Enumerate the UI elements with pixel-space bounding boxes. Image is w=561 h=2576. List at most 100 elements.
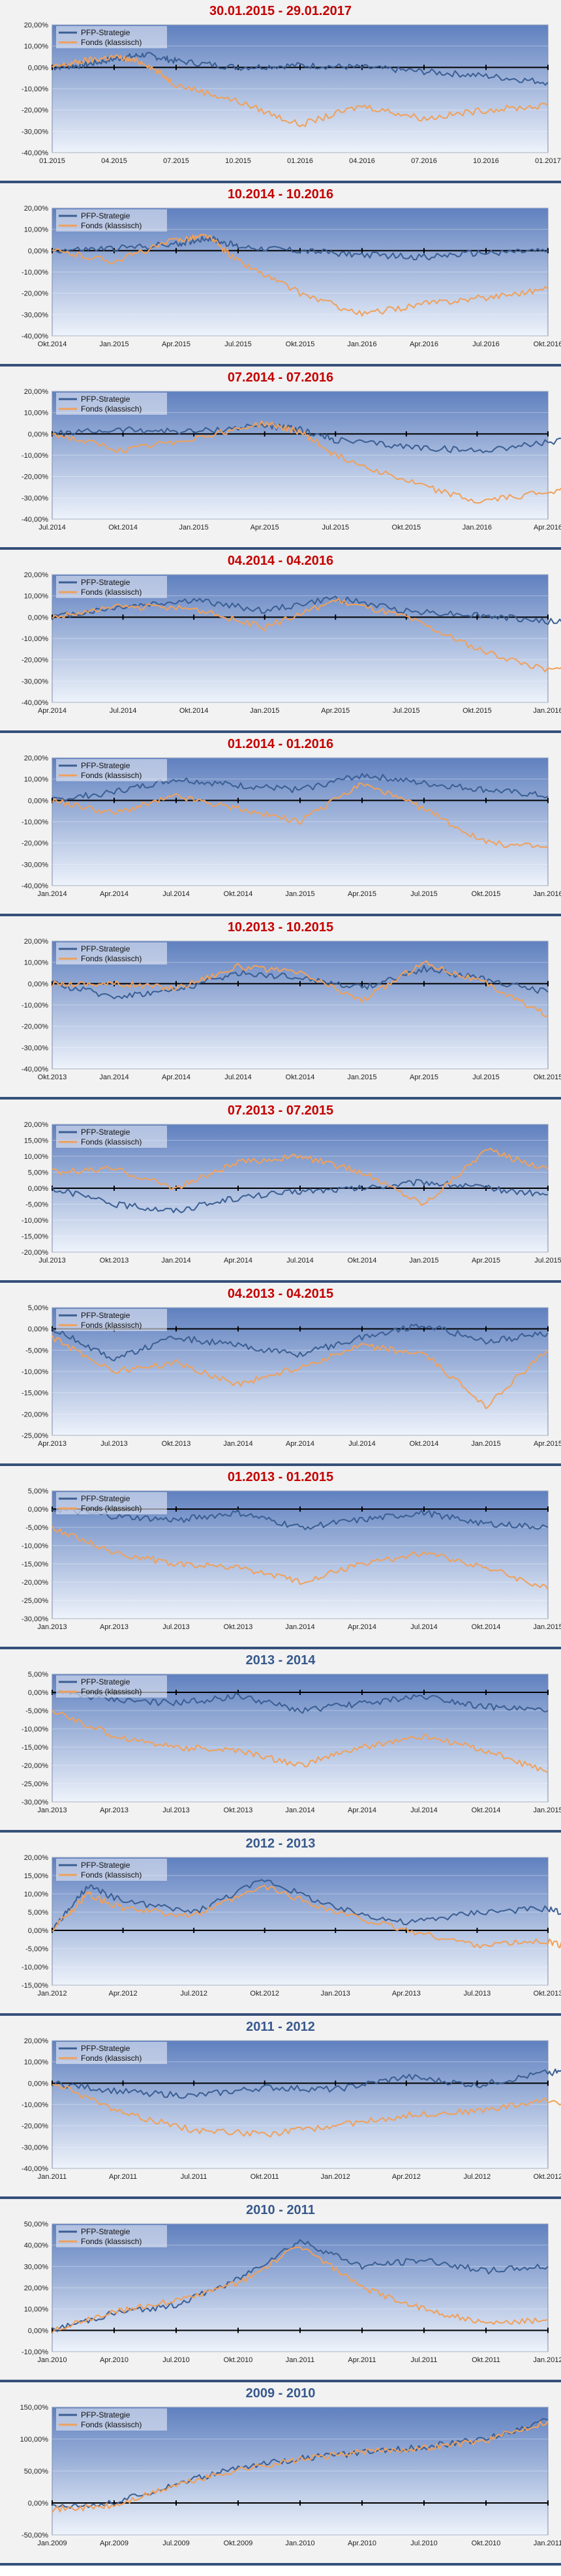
legend [56, 26, 167, 48]
x-tick-label: Jan.2009 [37, 2539, 67, 2547]
chart-title: 07.2013 - 07.2015 [227, 1103, 334, 1118]
chart-title: 10.2013 - 10.2015 [227, 920, 334, 935]
x-tick-label: Okt.2013 [224, 1623, 253, 1631]
x-tick-label: 07.2015 [163, 157, 189, 165]
x-tick-label: Okt.2014 [410, 1440, 439, 1448]
series-line-fonds [52, 233, 549, 317]
x-tick-label: Apr.2016 [534, 524, 561, 532]
y-tick-label: -40,00% [22, 1066, 48, 1073]
series-line-pfp-strategie [52, 1179, 549, 1214]
y-tick-label: -30,00% [22, 1615, 48, 1623]
y-tick-label: -40,00% [22, 2165, 48, 2173]
y-tick-label: -10,00% [22, 1368, 48, 1376]
line-chart: 20,00% 10,00% 0,00% -10,00% -20,00% -30,00% -4… [22, 938, 561, 1081]
x-tick-label: Jan.2010 [285, 2539, 314, 2547]
y-tick-label: -15,00% [22, 1744, 48, 1752]
x-tick-label: Apr.2015 [250, 524, 279, 532]
y-tick-label: 20,00% [24, 1854, 49, 1862]
y-tick-label: 50,00% [24, 2221, 49, 2228]
y-tick-label: -20,00% [22, 1249, 48, 1257]
x-tick-label: Okt.2015 [472, 890, 501, 898]
x-tick-label: Apr.2016 [410, 340, 438, 348]
x-tick-label: Jan.2016 [533, 707, 561, 715]
series-line-fonds [52, 1710, 549, 1774]
y-tick-label: 0,00% [28, 614, 48, 622]
x-tick-label: Jan.2015 [99, 340, 129, 348]
x-tick-label: Jul.2012 [464, 2173, 491, 2181]
legend [56, 942, 167, 965]
x-tick-label: Apr.2013 [100, 1806, 129, 1814]
series-line-pfp-strategie [52, 2068, 561, 2099]
chart-panel: 10.2014 - 10.2016 20,00% 10,00% 0,00% -10,00… [0, 183, 561, 367]
series-line-pfp-strategie [52, 423, 561, 453]
legend-label: PFP-Strategie [81, 1861, 130, 1870]
legend [56, 393, 167, 415]
x-tick-label: Okt.2015 [392, 524, 421, 532]
y-tick-label: 40,00% [24, 2242, 49, 2250]
y-tick-label: -25,00% [22, 1597, 48, 1605]
x-tick-label: Jul.2013 [100, 1440, 128, 1448]
y-tick-label: -10,00% [22, 452, 48, 460]
y-tick-label: -30,00% [22, 494, 48, 502]
x-tick-label: Jul.2013 [38, 1257, 66, 1265]
y-tick-label: 100,00% [20, 2436, 49, 2444]
y-tick-label: 10,00% [24, 2306, 49, 2314]
x-tick-label: Jan.2014 [99, 1073, 129, 1081]
legend-label: Fonds (klassisch) [81, 1687, 142, 1696]
y-tick-label: 30,00% [24, 2263, 49, 2271]
y-tick-label: 0,00% [28, 430, 48, 438]
legend-label: Fonds (klassisch) [81, 221, 142, 230]
y-tick-label: -10,00% [22, 2348, 48, 2356]
x-tick-label: Apr.2014 [348, 1623, 376, 1631]
chart-panel: 04.2013 - 04.2015 5,00% 0,00% -5,00% -10,00%… [0, 1283, 561, 1466]
y-tick-label: -20,00% [22, 107, 48, 115]
y-tick-label: 0,00% [28, 980, 48, 988]
chart-title: 2013 - 2014 [245, 1653, 316, 1668]
x-tick-label: Okt.2009 [224, 2539, 253, 2547]
y-tick-label: 15,00% [24, 1872, 49, 1880]
series-line-fonds [52, 2084, 561, 2138]
y-tick-label: -20,00% [22, 840, 48, 848]
legend-label: Fonds (klassisch) [81, 954, 142, 963]
chart-panel: 01.2014 - 01.2016 20,00% 10,00% 0,00% -10,00… [0, 733, 561, 916]
series-line-pfp-strategie [52, 1508, 549, 1531]
y-tick-label: 0,00% [28, 1185, 48, 1193]
x-tick-label: Okt.2014 [224, 890, 253, 898]
y-tick-label: -10,00% [22, 1964, 48, 1971]
legend-label: Fonds (klassisch) [81, 1870, 142, 1880]
x-tick-label: Apr.2009 [100, 2539, 129, 2547]
x-tick-label: Okt.2014 [286, 1073, 315, 1081]
y-tick-label: -40,00% [22, 333, 48, 340]
y-tick-label: -20,00% [22, 473, 48, 481]
x-tick-label: Jan.2012 [321, 2173, 350, 2181]
legend-label: PFP-Strategie [81, 28, 130, 37]
legend-label: PFP-Strategie [81, 211, 130, 220]
x-tick-label: Apr.2013 [100, 1623, 129, 1631]
legend [56, 1675, 167, 1698]
x-tick-label: Jul.2015 [534, 1257, 561, 1265]
y-tick-label: -30,00% [22, 128, 48, 136]
y-tick-label: -10,00% [22, 2101, 48, 2109]
x-tick-label: Jul.2011 [411, 2356, 438, 2364]
y-tick-label: -30,00% [22, 678, 48, 685]
y-tick-label: 20,00% [24, 938, 49, 946]
chart-title: 30.01.2015 - 29.01.2017 [209, 4, 352, 18]
x-tick-label: 04.2015 [101, 157, 127, 165]
line-chart: 20,00% 15,00% 10,00% 5,00% 0,00% -5,00% -10,00… [22, 1854, 561, 1998]
y-tick-label: -20,00% [22, 1411, 48, 1418]
x-tick-label: Jan.2014 [37, 890, 67, 898]
x-tick-label: Jan.2016 [533, 890, 561, 898]
y-tick-label: -50,00% [22, 2532, 48, 2539]
x-tick-label: 04.2016 [349, 157, 375, 165]
x-tick-label: Apr.2013 [392, 1990, 421, 1998]
x-tick-label: Jul.2015 [393, 707, 420, 715]
x-tick-label: 07.2016 [411, 157, 437, 165]
x-tick-label: Jul.2013 [464, 1990, 491, 1998]
legend-label: PFP-Strategie [81, 1128, 130, 1137]
series-line-pfp-strategie [52, 2418, 549, 2509]
x-tick-label: Jan.2014 [223, 1440, 252, 1448]
y-tick-label: 5,00% [28, 1909, 48, 1917]
x-tick-label: Jan.2015 [285, 890, 314, 898]
y-tick-label: 15,00% [24, 1137, 49, 1145]
x-tick-label: Jan.2014 [285, 1806, 314, 1814]
